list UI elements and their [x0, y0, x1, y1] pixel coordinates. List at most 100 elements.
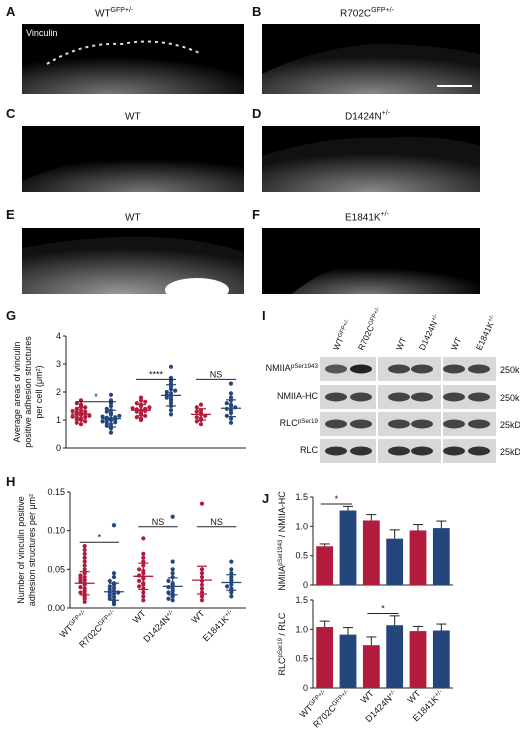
bar	[339, 634, 357, 688]
y-tick-label-G: 0	[56, 443, 61, 453]
panel-d-title: D1424N+/-	[345, 110, 391, 123]
panel-label-h: H	[6, 474, 16, 489]
x-tick-label: D1424N+/-	[141, 608, 177, 644]
micrograph-d	[262, 126, 480, 192]
data-point	[82, 547, 87, 553]
data-point	[199, 594, 205, 599]
data-point	[137, 567, 142, 572]
data-point	[78, 422, 84, 427]
data-point	[143, 399, 148, 404]
data-point	[147, 405, 152, 410]
y-tick-label-J-top: 0	[303, 580, 308, 590]
data-point	[173, 388, 178, 393]
data-point	[166, 596, 171, 601]
data-point	[141, 551, 146, 556]
data-point	[107, 584, 112, 589]
data-point	[137, 584, 142, 589]
micrograph-b	[262, 24, 480, 94]
blot-band	[388, 446, 410, 456]
bar	[386, 538, 404, 585]
panel-label-j: J	[262, 491, 270, 506]
micrograph-a: Vinculin	[22, 24, 244, 94]
data-point	[198, 402, 204, 407]
data-point	[70, 414, 75, 419]
data-point	[170, 559, 175, 564]
data-point	[74, 420, 79, 425]
blot-band	[411, 419, 433, 429]
data-point	[137, 573, 142, 578]
blot-band	[411, 364, 433, 374]
data-point	[141, 598, 146, 603]
blot-band	[443, 419, 465, 429]
bar	[316, 626, 334, 688]
data-point	[229, 594, 234, 599]
data-point	[117, 413, 122, 418]
data-point	[224, 413, 229, 418]
data-point	[108, 430, 114, 435]
blot-lane-label: D1424N+/-	[417, 313, 442, 352]
bar	[409, 631, 427, 688]
data-point	[78, 402, 84, 407]
data-point	[198, 422, 204, 427]
data-point	[82, 555, 87, 560]
blot-lane-label: WT	[394, 336, 409, 352]
vinculin-overlay-label: Vinculin	[26, 28, 58, 38]
data-point	[83, 409, 88, 414]
blot-band	[388, 392, 410, 402]
blot-lane-label: WTGFP+/-	[331, 318, 354, 352]
data-point	[194, 415, 199, 420]
blot-band	[388, 419, 410, 429]
blot-lane-label: R702CGFP+/-	[356, 306, 384, 352]
blot-band	[350, 392, 372, 402]
data-point	[78, 573, 83, 578]
data-point	[228, 416, 234, 421]
micrograph-f	[262, 228, 480, 294]
data-point	[87, 413, 92, 418]
y-tick-label-H: 0.05	[47, 564, 65, 574]
data-point	[141, 536, 146, 541]
data-point	[141, 590, 146, 595]
blot-band	[388, 364, 410, 374]
bar	[432, 630, 450, 688]
bar	[362, 645, 380, 688]
blot-band	[468, 364, 490, 374]
blot-band	[350, 419, 372, 429]
bar	[362, 520, 380, 585]
blot-marker: 25kD	[500, 420, 520, 430]
x-tick-label: WT	[189, 608, 206, 625]
y-axis-label-H: Number of vinculin positive	[16, 496, 26, 604]
y-tick-label-J-top: 0.5	[295, 551, 308, 561]
y-tick-label-J-bottom: 1.0	[295, 624, 308, 634]
bar	[386, 625, 404, 688]
data-point	[107, 587, 112, 592]
data-point	[168, 412, 174, 417]
panel-label-b: B	[252, 4, 262, 19]
y-tick-label-G: 4	[56, 331, 61, 341]
data-point	[164, 389, 169, 395]
y-tick-label-G: 2	[56, 387, 61, 397]
data-point	[111, 523, 117, 528]
data-point	[141, 594, 146, 599]
data-point	[224, 401, 229, 406]
blot-band	[411, 392, 433, 402]
y-tick-label-J-bottom: 0	[303, 683, 308, 693]
panel-label-c: C	[6, 106, 16, 121]
data-point	[229, 559, 234, 564]
data-point	[166, 578, 171, 584]
data-point	[108, 392, 114, 397]
y-axis-label-G: Average areas of vinculin	[12, 342, 22, 443]
data-point	[137, 578, 142, 584]
data-point	[130, 406, 135, 411]
data-point	[228, 391, 234, 396]
data-point	[116, 590, 121, 595]
blot-band	[468, 419, 490, 429]
blot-band	[325, 446, 347, 456]
blot-row-label: NMIIApSer1943	[266, 363, 319, 374]
y-axis-label-G: positive adhesion structures	[23, 336, 33, 448]
y-axis-label-J-bottom: RLCpSer19 / RLC	[277, 612, 287, 675]
panel-label-d: D	[252, 106, 262, 121]
data-point	[228, 395, 234, 400]
blot-row-label: NMIIA-HC	[277, 391, 318, 401]
data-point	[228, 381, 234, 386]
micrograph-c	[22, 126, 244, 192]
